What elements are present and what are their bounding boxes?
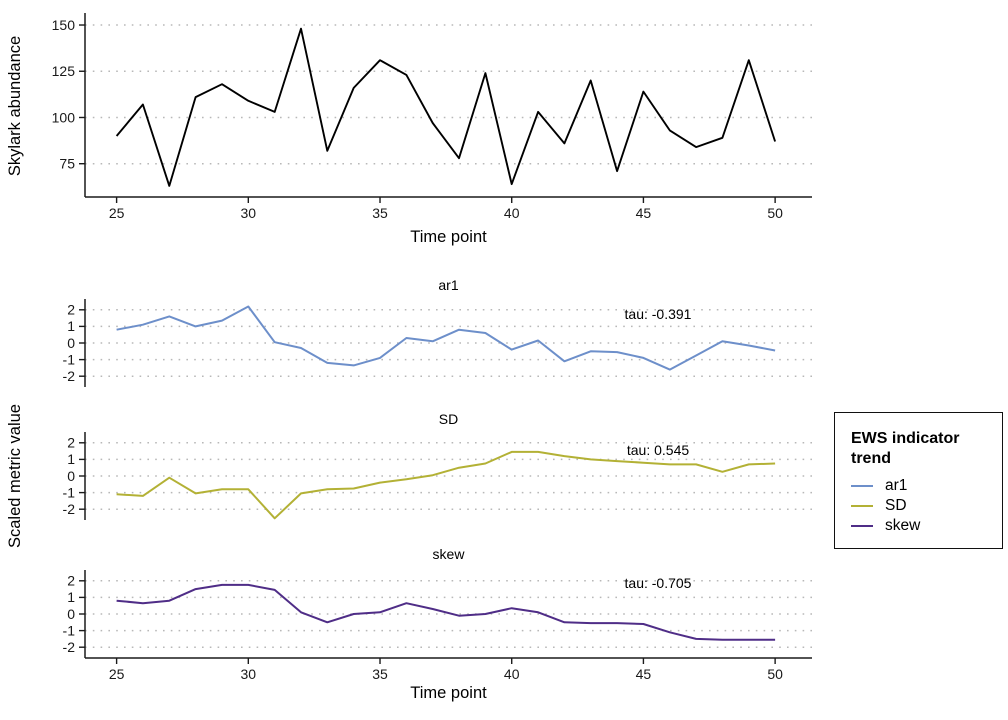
y-tick-label: 0 — [67, 335, 75, 351]
legend-label-ar1: ar1 — [885, 476, 908, 494]
y-tick-label: -2 — [63, 368, 76, 384]
y-tick-label: 125 — [52, 63, 76, 79]
y-tick-label: 0 — [67, 468, 75, 484]
bottom-x-axis-title: Time point — [410, 684, 487, 702]
facet-title-sd: SD — [438, 411, 459, 427]
y-tick-label: 1 — [67, 451, 75, 467]
y-tick-label: -2 — [63, 639, 76, 655]
legend: EWS indicator trend ar1 SD skew — [834, 412, 1003, 550]
y-tick-label: 2 — [67, 573, 75, 589]
abundance-line — [115, 27, 777, 187]
ar1-line-swatch-icon — [851, 484, 873, 488]
y-tick-label: 100 — [52, 109, 76, 125]
legend-label-skew: skew — [885, 516, 921, 534]
tau-annotation-sd: tau: 0.545 — [626, 442, 690, 458]
y-tick-label: 2 — [67, 302, 75, 318]
y-tick-label: -1 — [63, 622, 76, 638]
x-tick-label: 30 — [241, 666, 257, 682]
y-tick-label: 75 — [59, 156, 75, 172]
y-tick-label: -2 — [63, 501, 76, 517]
x-tick-label: 35 — [372, 205, 388, 221]
SD-line — [116, 450, 776, 520]
skew-line — [116, 583, 776, 641]
legend-item-ar1: ar1 — [851, 476, 994, 496]
facet-title-skew: skew — [432, 546, 465, 562]
x-tick-label: 25 — [109, 205, 125, 221]
x-tick-label: 45 — [636, 666, 652, 682]
facet-y-axis-title: Scaled metric value — [6, 404, 24, 548]
skew-line-swatch-icon — [851, 524, 873, 528]
sd-line-swatch-icon — [851, 504, 873, 508]
y-tick-label: -1 — [63, 484, 76, 500]
tau-annotation-skew: tau: -0.705 — [624, 575, 692, 591]
facet-title-ar1: ar1 — [438, 277, 459, 293]
x-tick-label: 40 — [504, 666, 520, 682]
y-tick-label: 0 — [67, 606, 75, 622]
x-tick-label: 50 — [767, 205, 783, 221]
y-tick-label: -1 — [63, 351, 76, 367]
top-y-axis-title: Skylark abundance — [6, 35, 24, 177]
x-tick-label: 25 — [109, 666, 125, 682]
legend-item-sd: SD — [851, 496, 994, 516]
x-tick-label: 40 — [504, 205, 520, 221]
ar1-line — [116, 305, 776, 371]
x-tick-label: 35 — [372, 666, 388, 682]
x-tick-label: 45 — [636, 205, 652, 221]
y-tick-label: 1 — [67, 589, 75, 605]
legend-title: EWS indicator trend — [851, 430, 960, 467]
x-tick-label: 50 — [767, 666, 783, 682]
y-tick-label: 2 — [67, 435, 75, 451]
x-tick-label: 30 — [241, 205, 257, 221]
tau-annotation-ar1: tau: -0.391 — [624, 306, 692, 322]
y-tick-label: 150 — [52, 17, 76, 33]
legend-item-skew: skew — [851, 516, 994, 536]
y-tick-label: 1 — [67, 318, 75, 334]
top-x-axis-title: Time point — [410, 228, 487, 246]
legend-label-sd: SD — [885, 496, 907, 514]
